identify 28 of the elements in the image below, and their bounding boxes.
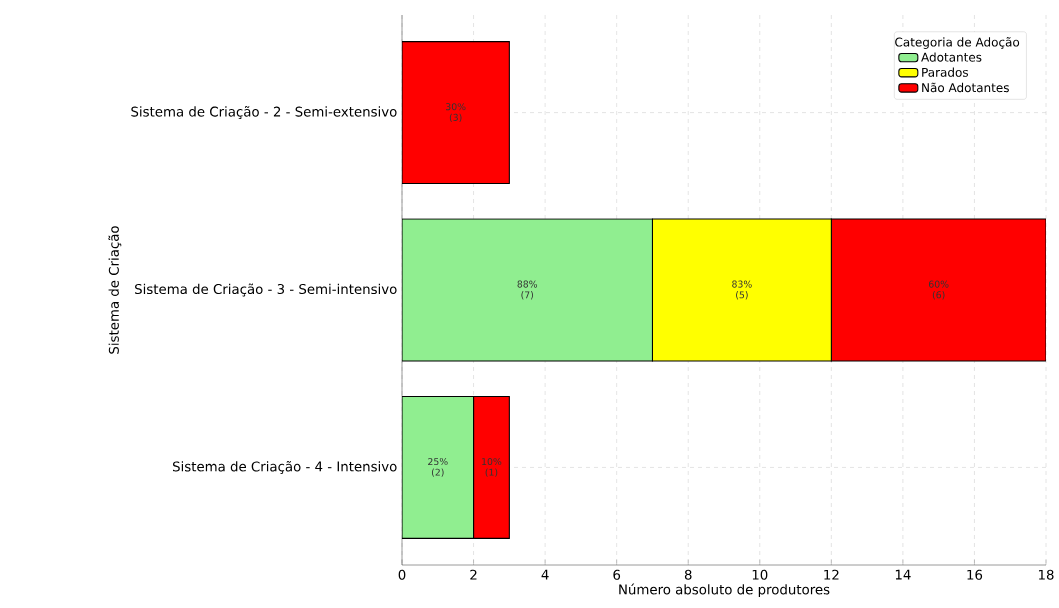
- x-axis-title: Número absoluto de produtores: [619, 583, 830, 598]
- y-tick-label: Sistema de Criação - 4 - Intensivo: [172, 460, 397, 474]
- bar: [830, 218, 1046, 362]
- legend-label: Adotantes: [921, 52, 982, 62]
- y-axis-title: Sistema de Criação: [108, 226, 122, 354]
- data-label: 88% (7): [517, 280, 538, 300]
- legend-title: Categoria de Adoção: [895, 37, 1020, 49]
- x-tick-label: 16: [967, 569, 983, 580]
- x-tick-label: 18: [1038, 569, 1054, 580]
- bar: [473, 395, 510, 539]
- x-tick-label: 12: [824, 569, 839, 580]
- y-tick-label: Sistema de Criação - 2 - Semi-extensivo: [131, 106, 397, 120]
- x-tick-label: 14: [895, 569, 911, 580]
- x-tick-label: 4: [541, 569, 549, 580]
- data-label: 30% (3): [446, 103, 466, 122]
- legend-label: Parados: [922, 67, 969, 77]
- x-tick-label: 6: [613, 569, 621, 580]
- data-label: 10% (1): [482, 458, 502, 477]
- x-tick-label: 8: [684, 569, 692, 580]
- legend-label: Não Adotantes: [922, 82, 1009, 93]
- bar: [402, 41, 510, 185]
- data-label: 25% (2): [428, 458, 448, 477]
- x-tick-label: 0: [398, 569, 406, 580]
- data-label: 83% (5): [732, 280, 752, 300]
- data-label: 60% (6): [928, 280, 949, 300]
- x-tick-label: 2: [470, 569, 477, 580]
- x-tick-label: 10: [752, 569, 768, 580]
- y-tick-label: Sistema de Criação - 3 - Semi-intensivo: [135, 283, 397, 297]
